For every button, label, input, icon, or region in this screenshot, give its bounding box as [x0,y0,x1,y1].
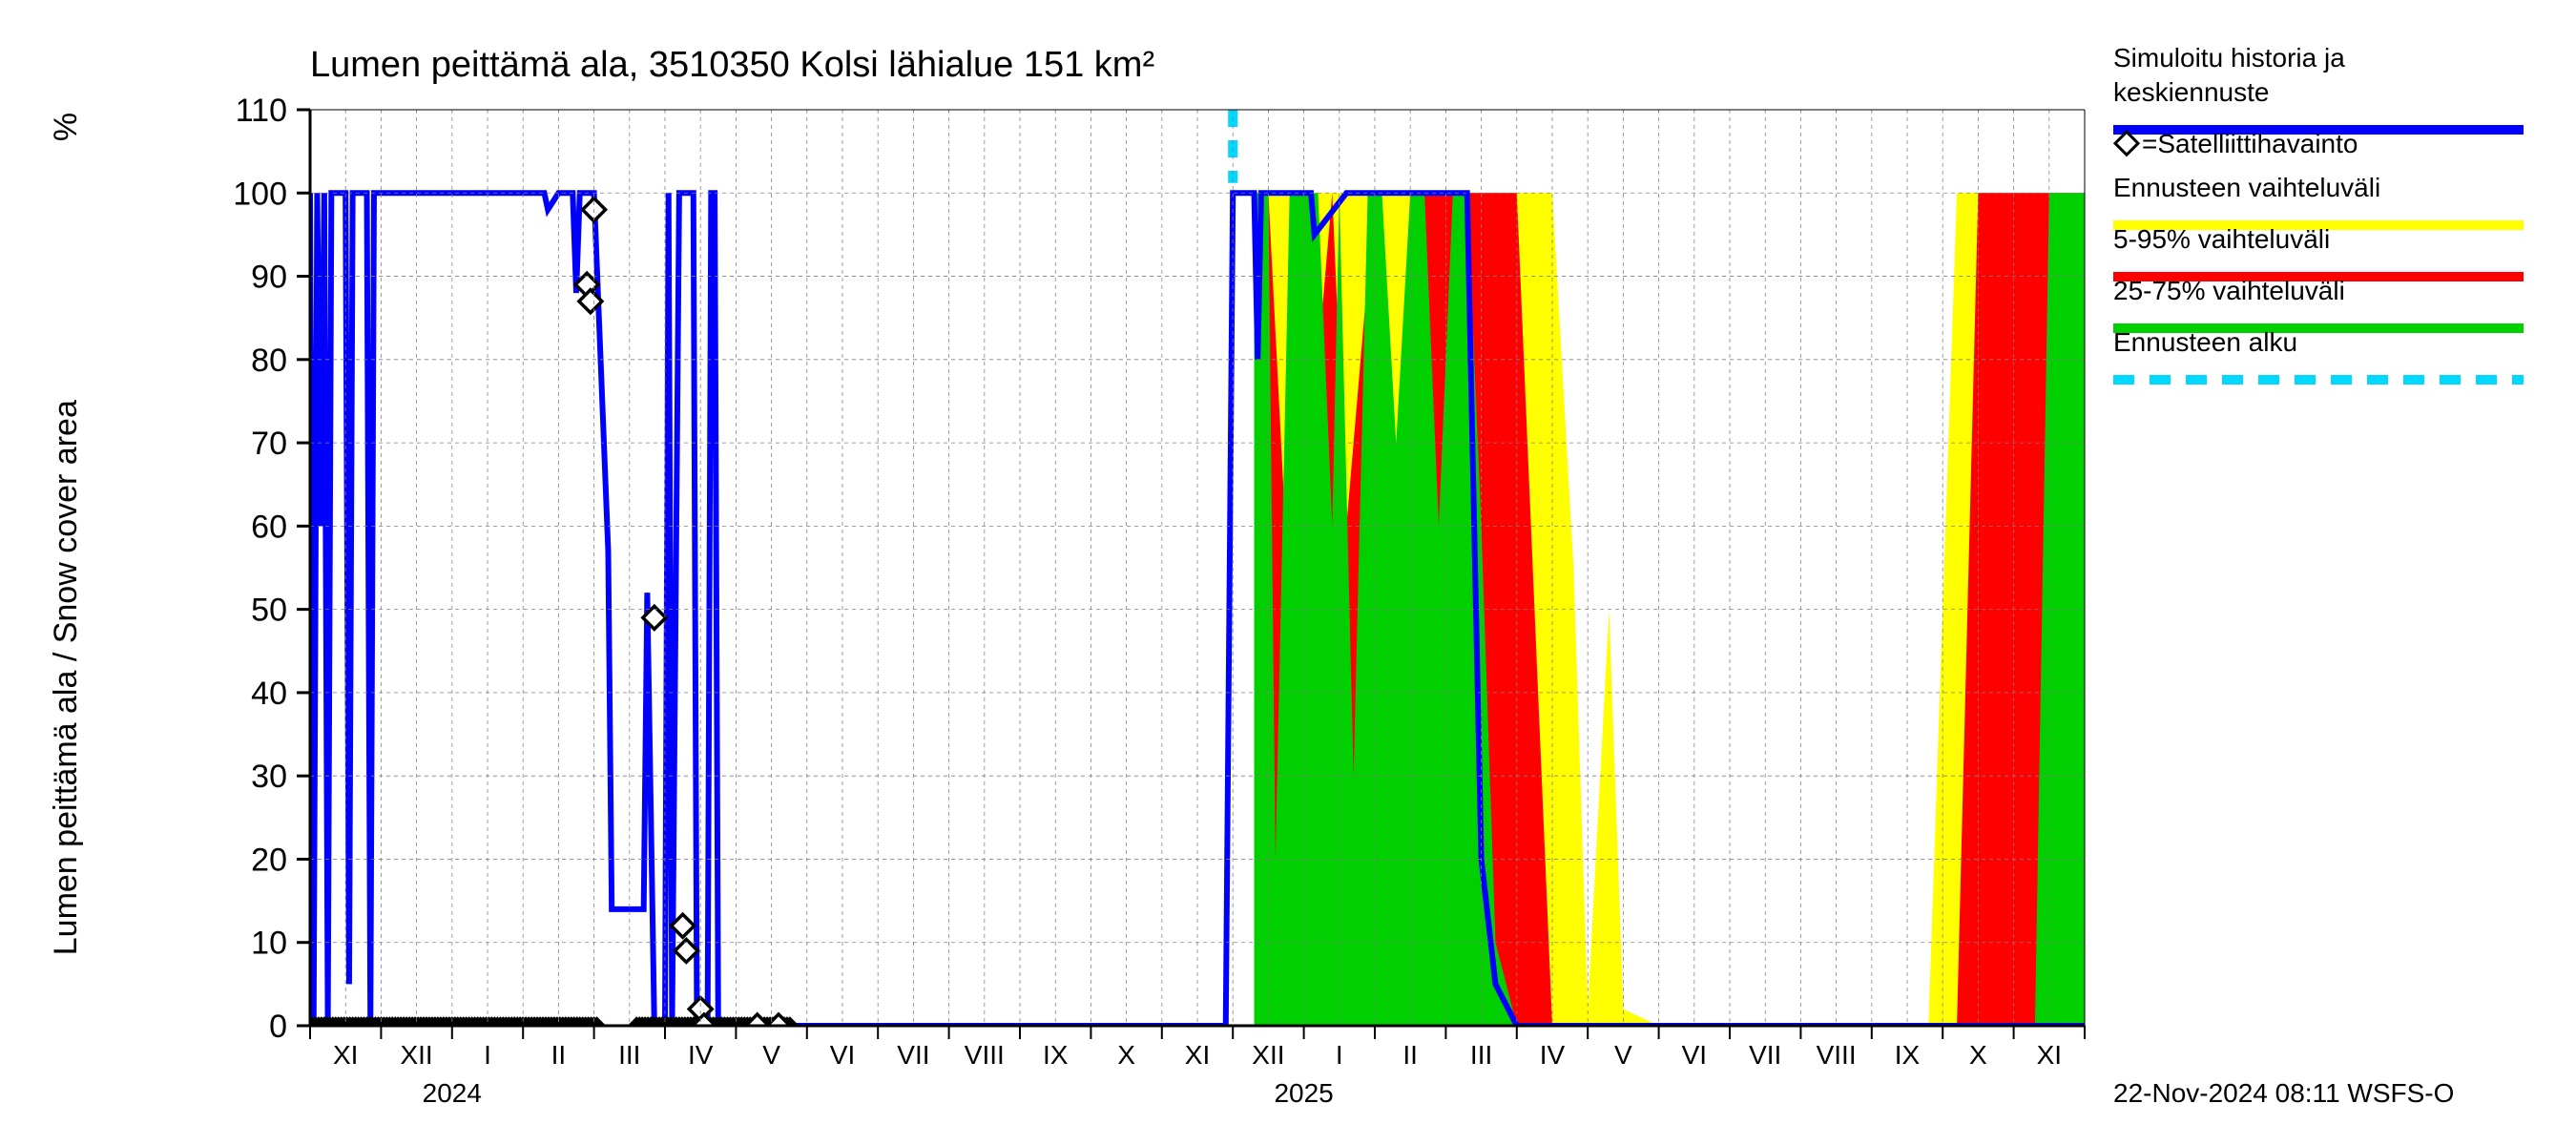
legend-label: Ennusteen alku [2113,327,2297,357]
x-month-label: II [1402,1040,1418,1070]
x-month-label: IX [1895,1040,1921,1070]
y-axis-label: Lumen peittämä ala / Snow cover area [48,400,84,955]
x-month-label: XII [1252,1040,1284,1070]
x-month-label: II [551,1040,567,1070]
x-month-label: I [484,1040,491,1070]
x-month-label: VI [1682,1040,1707,1070]
chart-title: Lumen peittämä ala, 3510350 Kolsi lähial… [310,45,1154,85]
y-tick-label: 0 [269,1009,287,1045]
x-year-label: 2024 [423,1078,482,1108]
y-tick-label: 50 [251,593,287,629]
y-tick-label: 10 [251,926,287,962]
y-tick-label: 60 [251,509,287,545]
x-month-label: IX [1043,1040,1069,1070]
x-month-label: III [1470,1040,1492,1070]
legend-label: Ennusteen vaihteluväli [2113,173,2380,202]
x-month-label: IV [688,1040,714,1070]
y-tick-label: 70 [251,426,287,462]
x-month-label: V [762,1040,780,1070]
x-month-label: X [1117,1040,1135,1070]
x-month-label: XI [333,1040,358,1070]
y-tick-label: 40 [251,676,287,712]
x-month-label: VIII [1817,1040,1857,1070]
chart-svg: 0102030405060708090100110XIXIIIIIIIIIVVV… [0,0,2576,1145]
legend-label: =Satelliittihavainto [2142,129,2358,158]
y-axis-unit: % [48,113,84,141]
legend-label: Simuloitu historia ja [2113,43,2345,73]
legend-label: 5-95% vaihteluväli [2113,224,2330,254]
x-month-label: XI [2037,1040,2062,1070]
x-month-label: XI [1185,1040,1210,1070]
y-tick-label: 20 [251,842,287,878]
y-tick-label: 110 [236,93,287,129]
x-month-label: I [1336,1040,1343,1070]
x-month-label: VII [897,1040,929,1070]
footer-timestamp: 22-Nov-2024 08:11 WSFS-O [2113,1078,2454,1108]
y-tick-label: 30 [251,759,287,795]
x-month-label: XII [400,1040,432,1070]
x-month-label: VI [830,1040,855,1070]
x-month-label: V [1614,1040,1632,1070]
y-tick-label: 100 [233,176,287,212]
x-month-label: VII [1749,1040,1781,1070]
x-year-label: 2025 [1274,1078,1333,1108]
y-tick-label: 80 [251,343,287,379]
x-month-label: IV [1540,1040,1566,1070]
legend-label: keskiennuste [2113,77,2269,107]
x-month-label: VIII [965,1040,1005,1070]
legend-label: 25-75% vaihteluväli [2113,276,2345,305]
y-tick-label: 90 [251,260,287,296]
x-month-label: X [1969,1040,1987,1070]
chart-container: 0102030405060708090100110XIXIIIIIIIIIVVV… [0,0,2576,1145]
x-month-label: III [618,1040,640,1070]
